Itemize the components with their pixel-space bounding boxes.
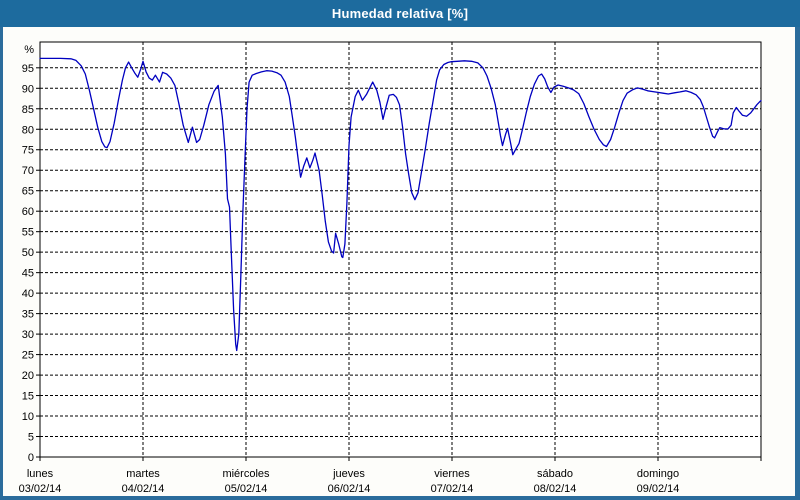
y-axis-unit-label: % <box>24 44 34 56</box>
day-name-label: viernes <box>434 468 470 480</box>
day-date-label: 09/02/14 <box>637 483 680 495</box>
window-frame-left <box>0 27 3 500</box>
y-tick-label: 15 <box>22 391 34 403</box>
window-frame-bottom <box>0 496 800 500</box>
window-title: Humedad relativa [%] <box>331 6 469 21</box>
y-tick-label: 55 <box>22 227 34 239</box>
y-tick-label: 90 <box>22 83 34 95</box>
y-tick-label: 25 <box>22 350 34 362</box>
day-name-label: domingo <box>637 468 679 480</box>
y-tick-label: 95 <box>22 63 34 75</box>
y-tick-label: 20 <box>22 370 34 382</box>
day-name-label: sábado <box>537 468 573 480</box>
y-tick-label: 65 <box>22 186 34 198</box>
day-date-label: 03/02/14 <box>19 483 62 495</box>
y-tick-label: 45 <box>22 268 34 280</box>
window-frame-right <box>795 27 800 500</box>
title-bar: Humedad relativa [%] <box>0 0 800 27</box>
day-date-label: 07/02/14 <box>431 483 474 495</box>
y-tick-label: 50 <box>22 247 34 259</box>
y-tick-label: 5 <box>28 432 34 444</box>
y-tick-label: 35 <box>22 309 34 321</box>
y-tick-label: 10 <box>22 411 34 423</box>
day-name-label: jueves <box>332 468 365 480</box>
day-name-label: martes <box>126 468 160 480</box>
y-tick-label: 0 <box>28 452 34 464</box>
y-tick-label: 85 <box>22 104 34 116</box>
plot-border <box>39 41 762 458</box>
day-date-label: 06/02/14 <box>328 483 371 495</box>
y-tick-label: 75 <box>22 145 34 157</box>
plot-area <box>40 42 761 457</box>
y-tick-label: 80 <box>22 124 34 136</box>
y-tick-label: 60 <box>22 206 34 218</box>
y-tick-label: 40 <box>22 288 34 300</box>
day-date-label: 08/02/14 <box>534 483 577 495</box>
y-tick-label: 70 <box>22 165 34 177</box>
day-date-label: 04/02/14 <box>122 483 165 495</box>
y-tick-label: 30 <box>22 329 34 341</box>
day-date-label: 05/02/14 <box>225 483 268 495</box>
humidity-series-line <box>39 57 762 352</box>
day-name-label: lunes <box>27 468 54 480</box>
day-name-label: miércoles <box>222 468 270 480</box>
